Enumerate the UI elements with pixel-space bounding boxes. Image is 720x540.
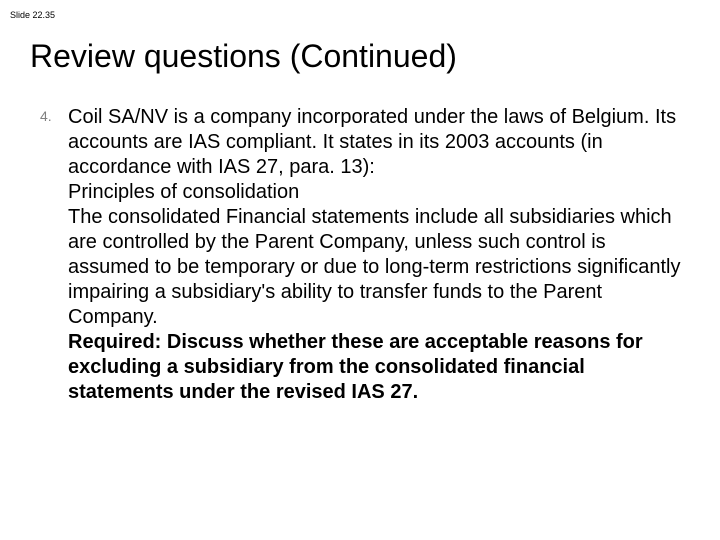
- question-list: 4. Coil SA/NV is a company incorporated …: [30, 105, 690, 405]
- paragraph-principles-body: The consolidated Financial statements in…: [68, 205, 690, 330]
- slide: Slide 22.35 Review questions (Continued)…: [0, 0, 720, 540]
- paragraph-required: Required: Discuss whether these are acce…: [68, 330, 690, 405]
- list-content: Coil SA/NV is a company incorporated und…: [68, 105, 690, 405]
- paragraph-principles-heading: Principles of consolidation: [68, 180, 690, 205]
- paragraph-intro: Coil SA/NV is a company incorporated und…: [68, 105, 690, 180]
- list-item: 4. Coil SA/NV is a company incorporated …: [40, 105, 690, 405]
- list-marker: 4.: [40, 105, 68, 124]
- slide-number: Slide 22.35: [10, 10, 690, 20]
- slide-title: Review questions (Continued): [30, 38, 690, 75]
